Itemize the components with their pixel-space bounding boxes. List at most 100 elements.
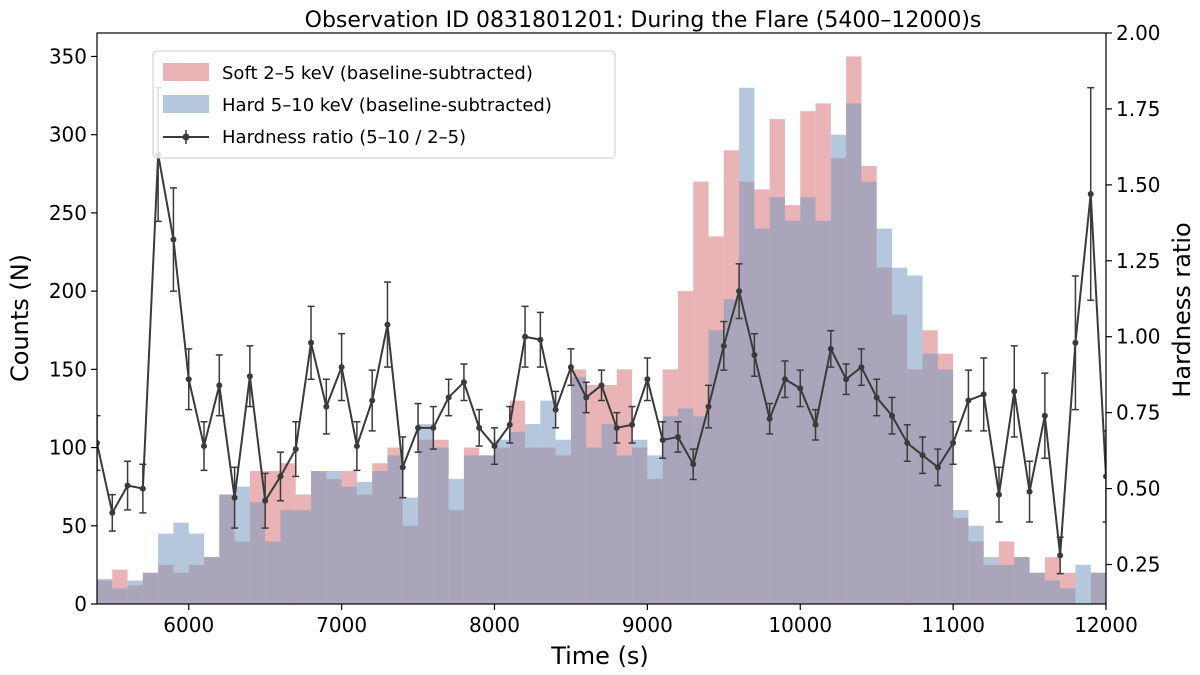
- hard-bar: [127, 580, 143, 604]
- hardness-point: [1087, 190, 1094, 197]
- hardness-point: [1103, 473, 1106, 480]
- hard-bar: [754, 228, 770, 604]
- y-tick-label: 150: [49, 357, 87, 381]
- hard-bar: [525, 424, 541, 604]
- hard-bar: [142, 572, 159, 604]
- hard-bar: [356, 481, 373, 604]
- hardness-point: [170, 236, 177, 243]
- hard-histogram: [97, 87, 1106, 605]
- hardness-point: [185, 376, 192, 383]
- hard-bar: [555, 439, 571, 604]
- x-tick-label: 10000: [768, 613, 832, 637]
- hardness-point: [690, 461, 697, 468]
- hard-bar: [97, 578, 113, 604]
- hardness-point: [415, 424, 422, 431]
- y-axis-title: Counts (N): [6, 254, 34, 382]
- hard-bar: [463, 455, 480, 604]
- hardness-point: [919, 452, 926, 459]
- hardness-point: [873, 394, 880, 401]
- hardness-point: [445, 394, 452, 401]
- hard-bar: [402, 497, 419, 604]
- hard-bar: [479, 455, 495, 604]
- hardness-point: [1057, 552, 1064, 559]
- y-right-tick-label: 1.75: [1116, 97, 1161, 121]
- hardness-point: [827, 345, 834, 352]
- hard-bar: [311, 471, 327, 604]
- hard-bar: [433, 447, 449, 604]
- hard-bar: [249, 502, 266, 604]
- hardness-point: [781, 376, 788, 383]
- hard-bar: [891, 267, 908, 604]
- legend: Soft 2–5 keV (baseline-subtracted) Hard …: [152, 50, 616, 159]
- hard-bar: [953, 510, 969, 604]
- x-tick-label: 6000: [163, 613, 214, 637]
- hardness-point: [613, 424, 620, 431]
- hardness-point: [353, 443, 360, 450]
- hardness-point: [980, 391, 987, 398]
- hardness-point: [476, 424, 483, 431]
- hard-bar: [647, 455, 663, 604]
- x-tick-label: 8000: [469, 613, 520, 637]
- hardness-point: [97, 440, 100, 447]
- hard-bar: [448, 478, 464, 604]
- hardness-point: [491, 443, 498, 450]
- y-tick-label: 200: [49, 279, 87, 303]
- hard-bar: [387, 455, 403, 604]
- legend-swatch-hard: [163, 95, 209, 113]
- hard-bar: [723, 298, 740, 604]
- hard-bar: [907, 275, 923, 604]
- hardness-point: [659, 436, 666, 443]
- x-axis: 6000 7000 8000 9000 10000 11000 12000: [163, 604, 1138, 637]
- hard-bar: [998, 564, 1015, 604]
- hard-bar: [784, 220, 801, 605]
- hardness-point: [858, 364, 865, 371]
- hardness-point: [109, 509, 116, 516]
- hard-bar: [1060, 588, 1076, 604]
- legend-swatch-hardness-marker: [182, 133, 190, 141]
- legend-label-hardness: Hardness ratio (5–10 / 2–5): [222, 127, 466, 148]
- hard-bar: [1014, 557, 1030, 604]
- hard-bar: [265, 541, 281, 604]
- hardness-point: [308, 339, 315, 346]
- hardness-ratio-line-layer: [97, 86, 1106, 575]
- hard-bar: [1075, 564, 1091, 604]
- hardness-point: [506, 421, 513, 428]
- hard-bar: [372, 471, 388, 604]
- hard-bar: [693, 416, 709, 604]
- hard-bar: [280, 510, 296, 604]
- hard-bar: [1029, 572, 1045, 604]
- hardness-point: [522, 333, 529, 340]
- x-tick-label: 11000: [921, 613, 985, 637]
- hard-bar: [922, 353, 938, 604]
- hard-bar: [846, 103, 862, 604]
- chart-title: Observation ID 0831801201: During the Fl…: [305, 8, 982, 33]
- y-tick-label: 0: [74, 592, 87, 616]
- hardness-point: [277, 473, 284, 480]
- hard-bar: [173, 522, 189, 604]
- hardness-point: [950, 440, 957, 447]
- hardness-point: [552, 406, 559, 413]
- hard-bar: [509, 431, 526, 604]
- hardness-point: [1011, 388, 1018, 395]
- hardness-point: [965, 397, 972, 404]
- plot-frame: [96, 32, 1107, 605]
- hardness-point: [995, 491, 1002, 498]
- hard-bar: [739, 87, 755, 605]
- hardness-point: [766, 415, 773, 422]
- hard-bar: [540, 400, 556, 604]
- hardness-point: [934, 464, 941, 471]
- hardness-point: [629, 421, 636, 428]
- hard-bar: [800, 197, 816, 605]
- y-right-tick-label: 1.00: [1116, 325, 1161, 349]
- y-right-tick-label: 2.00: [1116, 21, 1161, 45]
- hard-bar: [983, 557, 999, 604]
- y-axis-left: 0 50 100 150 200 250 300 350: [49, 44, 97, 616]
- y-tick-label: 50: [62, 514, 87, 538]
- hardness-point: [460, 379, 467, 386]
- hard-bar: [708, 330, 724, 604]
- hardness-ratio-series: [97, 86, 1106, 575]
- hardness-point: [292, 446, 299, 453]
- hardness-point: [598, 382, 605, 389]
- hard-bar: [662, 416, 678, 604]
- y-tick-label: 100: [49, 436, 87, 460]
